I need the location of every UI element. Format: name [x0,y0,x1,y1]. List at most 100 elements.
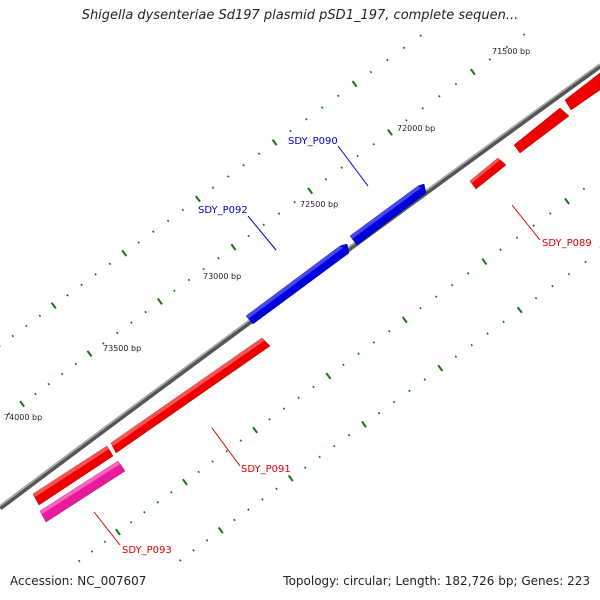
tick-mark [469,68,476,76]
tick-mark [25,324,28,328]
tick-mark [181,208,185,212]
tick-mark [211,186,215,189]
tick-mark [532,224,535,227]
tick-mark [386,58,389,62]
tick-mark [437,364,444,372]
tick-mark [337,94,340,98]
gene-label-sdy-p092[interactable]: SDY_P092 [198,205,248,216]
gene-sdy-p090[interactable] [349,183,427,246]
summary-text: Topology: circular; Length: 182,726 bp; … [283,574,590,588]
tick-mark [66,294,69,297]
tick-mark [130,321,133,324]
tick-mark [90,550,94,553]
tick-mark [7,412,11,415]
tick-mark [282,407,286,410]
gene-label-sdy-p093[interactable]: SDY_P093 [122,545,172,556]
leader-line-sdy-p092 [247,215,277,251]
tick-mark [74,362,78,366]
accession-text: Accession: NC_007607 [10,574,147,588]
tick-mark [173,289,176,293]
tick-mark [505,45,509,49]
tick-mark [34,392,37,396]
tick-mark [372,341,376,344]
tick-mark [584,260,587,264]
tick-mark [277,212,281,215]
tick-mark [247,508,250,511]
tick-mark [47,382,50,386]
tick-track [0,33,600,563]
tick-mark [143,511,146,514]
tick-mark [170,491,173,494]
tick-mark [318,455,321,459]
tick-mark [567,272,571,276]
tick-mark [293,200,296,204]
tick-mark [340,166,343,169]
tick-label-72000: 72000 bp [397,124,435,133]
tick-mark [450,283,454,287]
gene-sdy-p091[interactable] [32,337,271,506]
tick-mark [239,439,243,442]
tick-mark [582,187,586,191]
tick-mark [108,262,112,266]
tick-mark [225,449,228,453]
tick-mark [86,350,93,358]
gene-label-sdy-p090[interactable]: SDY_P090 [288,136,338,147]
tick-mark [19,400,26,408]
tick-mark [233,518,236,522]
tick-mark [401,316,408,324]
tick-mark [121,249,128,257]
tick-mark [192,549,195,552]
tick-mark [156,501,160,504]
tick-mark [357,352,360,355]
tick-mark [102,342,105,345]
gene-label-sdy-p089[interactable]: SDY_P089 [542,238,592,249]
tick-mark [50,302,57,309]
tick-label-74000: 74000 bp [4,413,42,422]
tick-mark [342,363,345,367]
tick-mark [361,420,367,428]
tick-mark [217,526,224,534]
tick-mark [435,295,438,298]
tick-mark [275,487,278,491]
tick-label-73500: 73500 bp [103,344,141,353]
tick-label-73000: 73000 bp [203,272,241,281]
leader-line-sdy-p089 [511,204,541,241]
tick-mark [325,372,332,380]
tick-mark [488,58,492,61]
tick-mark [297,396,300,400]
tick-mark [242,163,245,167]
tick-mark [137,241,140,244]
tick-mark [502,320,505,324]
tick-mark [564,197,570,205]
tick-mark [324,178,328,181]
tick-mark [320,106,324,109]
tick-label-71500: 71500 bp [492,47,530,56]
tick-mark [80,283,83,287]
tick-mark [515,236,519,239]
tick-mark [377,411,381,415]
tick-mark [408,389,411,393]
gene-sdy-p089[interactable] [469,72,600,190]
leader-line-sdy-p091 [211,427,241,467]
tick-mark [387,128,393,136]
tick-mark [419,307,422,310]
tick-mark [262,223,266,227]
tick-mark [144,310,147,314]
tick-mark [252,426,259,434]
gene-sdy-p093[interactable] [39,460,126,523]
gene-label-sdy-p091[interactable]: SDY_P091 [241,464,291,475]
tick-mark [351,80,358,88]
tick-mark [156,298,163,305]
tick-mark [211,460,214,463]
gene-sdy-p092[interactable] [245,243,350,325]
tick-mark [197,470,200,474]
tick-mark [38,314,42,318]
tick-mark [257,152,261,156]
tick-mark [94,273,97,276]
tick-mark [454,82,458,86]
tick-mark [423,378,427,381]
tick-mark [347,433,351,437]
tick-mark [205,539,209,542]
tick-mark [115,528,121,536]
